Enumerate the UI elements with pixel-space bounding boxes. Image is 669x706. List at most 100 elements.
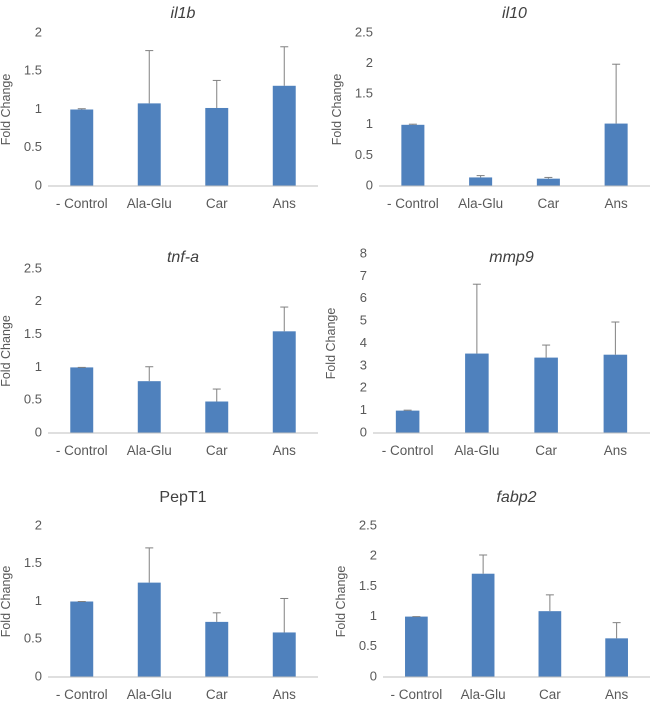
y-tick-label: 1: [35, 101, 42, 116]
y-tick-label: 0.5: [359, 638, 377, 653]
x-tick-label: - Control: [390, 687, 442, 702]
bar-car: [534, 357, 558, 433]
y-tick-label: 2.5: [24, 260, 42, 275]
y-tick-label: 2: [370, 548, 377, 563]
y-tick-label: 0: [35, 424, 42, 439]
chart-svg: fabp2 Fold Change 0 0.5 1 1.5 2 2.5 - Control Ala…: [334, 489, 650, 702]
x-tick-label: Ans: [604, 443, 628, 458]
chart-title: tnf-a: [167, 249, 199, 266]
chart-panel-tnf-a: tnf-a Fold Change 0 0.5 1 1.5 2 2.5 - Control Ala…: [0, 236, 334, 471]
y-tick-label: 2.5: [355, 24, 373, 39]
x-tick-label: Ans: [273, 687, 297, 702]
bar-car: [205, 401, 229, 433]
y-tick-label: 8: [360, 245, 367, 260]
y-tick-label: 1: [360, 402, 367, 417]
y-tick-label: 1: [35, 359, 42, 374]
chart-svg: mmp9 Fold Change 0 1 2 3 4 5 6 7 8 - Control Ala-Glu…: [324, 245, 650, 458]
x-tick-label: Ala-Glu: [458, 196, 503, 211]
chart-panel-fabp2: fabp2 Fold Change 0 0.5 1 1.5 2 2.5 - Control Ala…: [334, 471, 669, 706]
chart-svg: tnf-a Fold Change 0 0.5 1 1.5 2 2.5 - Control Ala…: [0, 249, 318, 458]
y-tick-label: 1.5: [24, 326, 42, 341]
y-tick-label: 0.5: [24, 139, 42, 154]
bar-alaglu: [465, 353, 489, 433]
bar-control: [405, 616, 428, 677]
x-tick-label: Car: [537, 196, 559, 211]
chart-panel-mmp9: mmp9 Fold Change 0 1 2 3 4 5 6 7 8 - Control Ala-Glu…: [324, 236, 669, 471]
x-tick-label: Ala-Glu: [454, 443, 499, 458]
y-tick-label: 2: [360, 380, 367, 395]
chart-title: mmp9: [489, 249, 534, 266]
chart-panel-il10: il10 Fold Change 0 0.5 1 1.5 2 2.5 - Control Ala-…: [330, 0, 669, 235]
y-axis-label: Fold Change: [0, 315, 13, 387]
chart-svg: PepT1 Fold Change 0 0.5 1 1.5 2 - Control Ala-Gl…: [0, 489, 318, 702]
bar-car: [536, 178, 560, 186]
x-tick-label: - Control: [382, 443, 434, 458]
y-tick-label: 2: [35, 24, 42, 39]
y-tick-label: 1.5: [24, 555, 42, 570]
bar-alaglu: [137, 582, 161, 677]
bar-alaglu: [471, 573, 495, 677]
bar-car: [538, 611, 562, 677]
bar-ans: [604, 123, 628, 186]
bar-control: [395, 410, 420, 433]
bar-car: [205, 621, 229, 677]
bar-control: [70, 109, 94, 186]
y-tick-label: 2: [366, 55, 373, 70]
bar-ans: [272, 331, 296, 433]
x-tick-label: Ala-Glu: [461, 687, 506, 702]
y-axis-label: Fold Change: [324, 308, 338, 380]
y-tick-label: 0.5: [355, 147, 373, 162]
bar-control: [401, 124, 425, 186]
y-tick-label: 4: [360, 335, 367, 350]
chart-panel-il1b: il1b Fold Change 0 0.5 1 1.5 2 - Control Ala-Glu…: [0, 0, 334, 235]
chart-title: PepT1: [159, 489, 206, 506]
x-tick-label: Ans: [605, 687, 629, 702]
bar-ans: [603, 354, 628, 433]
chart-title: fabp2: [496, 489, 536, 506]
bar-alaglu: [137, 103, 161, 186]
x-tick-label: Car: [206, 687, 228, 702]
bar-control: [70, 367, 94, 433]
x-tick-label: Ans: [273, 196, 297, 211]
y-axis-label: Fold Change: [334, 566, 348, 638]
bar-alaglu: [137, 381, 161, 433]
chart-panel-pept1: PepT1 Fold Change 0 0.5 1 1.5 2 - Control Ala-Gl…: [0, 471, 334, 706]
bar-ans: [272, 632, 296, 677]
x-tick-label: Ala-Glu: [127, 196, 172, 211]
x-tick-label: Ans: [273, 443, 297, 458]
bar-control: [70, 601, 94, 677]
x-tick-label: Car: [206, 443, 228, 458]
bar-alaglu: [469, 177, 493, 186]
y-tick-label: 2: [35, 293, 42, 308]
x-tick-label: Ala-Glu: [127, 443, 172, 458]
y-tick-label: 3: [360, 357, 367, 372]
x-tick-label: Ala-Glu: [127, 687, 172, 702]
chart-title: il1b: [171, 5, 196, 22]
x-tick-label: - Control: [56, 196, 108, 211]
y-tick-label: 7: [360, 268, 367, 283]
y-tick-label: 2: [35, 517, 42, 532]
x-tick-label: Car: [206, 196, 228, 211]
y-tick-label: 0: [360, 424, 367, 439]
y-tick-label: 5: [360, 313, 367, 328]
bar-ans: [605, 638, 628, 677]
chart-svg: il1b Fold Change 0 0.5 1 1.5 2 - Control Ala-Glu…: [0, 5, 318, 211]
y-axis-label: Fold Change: [0, 74, 13, 146]
x-tick-label: Car: [535, 443, 557, 458]
x-tick-label: Ans: [604, 196, 628, 211]
x-tick-label: Car: [539, 687, 561, 702]
x-tick-label: - Control: [387, 196, 439, 211]
y-axis-label: Fold Change: [330, 74, 344, 146]
y-tick-label: 0: [366, 177, 373, 192]
x-tick-label: - Control: [56, 443, 108, 458]
chart-title: il10: [502, 5, 527, 22]
y-axis-label: Fold Change: [0, 566, 13, 638]
bar-ans: [272, 85, 296, 186]
y-tick-label: 0: [35, 668, 42, 683]
chart-svg: il10 Fold Change 0 0.5 1 1.5 2 2.5 - Control Ala-…: [330, 5, 650, 211]
x-tick-label: - Control: [56, 687, 108, 702]
y-tick-label: 1: [370, 608, 377, 623]
bar-car: [205, 107, 229, 186]
y-tick-label: 6: [360, 290, 367, 305]
